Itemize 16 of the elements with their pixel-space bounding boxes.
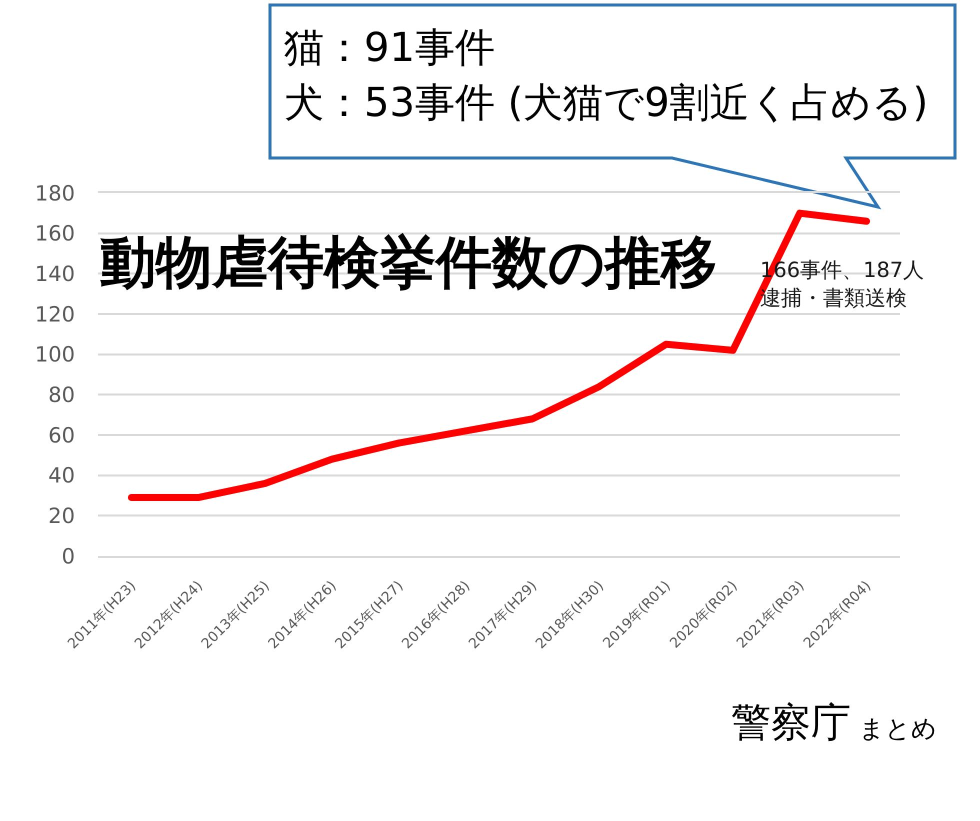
y-tick-label: 100 (34, 342, 75, 367)
text: まとめ (859, 714, 937, 743)
text: 警察庁 (731, 700, 851, 746)
y-tick-label: 140 (34, 262, 75, 286)
y-tick-label: 0 (62, 544, 75, 568)
y-tick-label: 60 (48, 423, 75, 448)
y-tick-label: 80 (48, 383, 75, 408)
y-tick-label: 20 (48, 504, 75, 528)
text: 犬：53事件 (犬猫で9割近く占める) (284, 80, 928, 126)
annotation: 逮捕・書類送検 (760, 286, 907, 310)
y-tick-label: 120 (34, 302, 75, 326)
text: 動物虐待検挙件数の推移 (100, 230, 717, 296)
y-tick-label: 160 (34, 222, 75, 246)
y-tick-label: 40 (48, 464, 75, 488)
y-tick-label: 180 (34, 181, 75, 206)
text: 猫：91事件 (284, 25, 495, 71)
